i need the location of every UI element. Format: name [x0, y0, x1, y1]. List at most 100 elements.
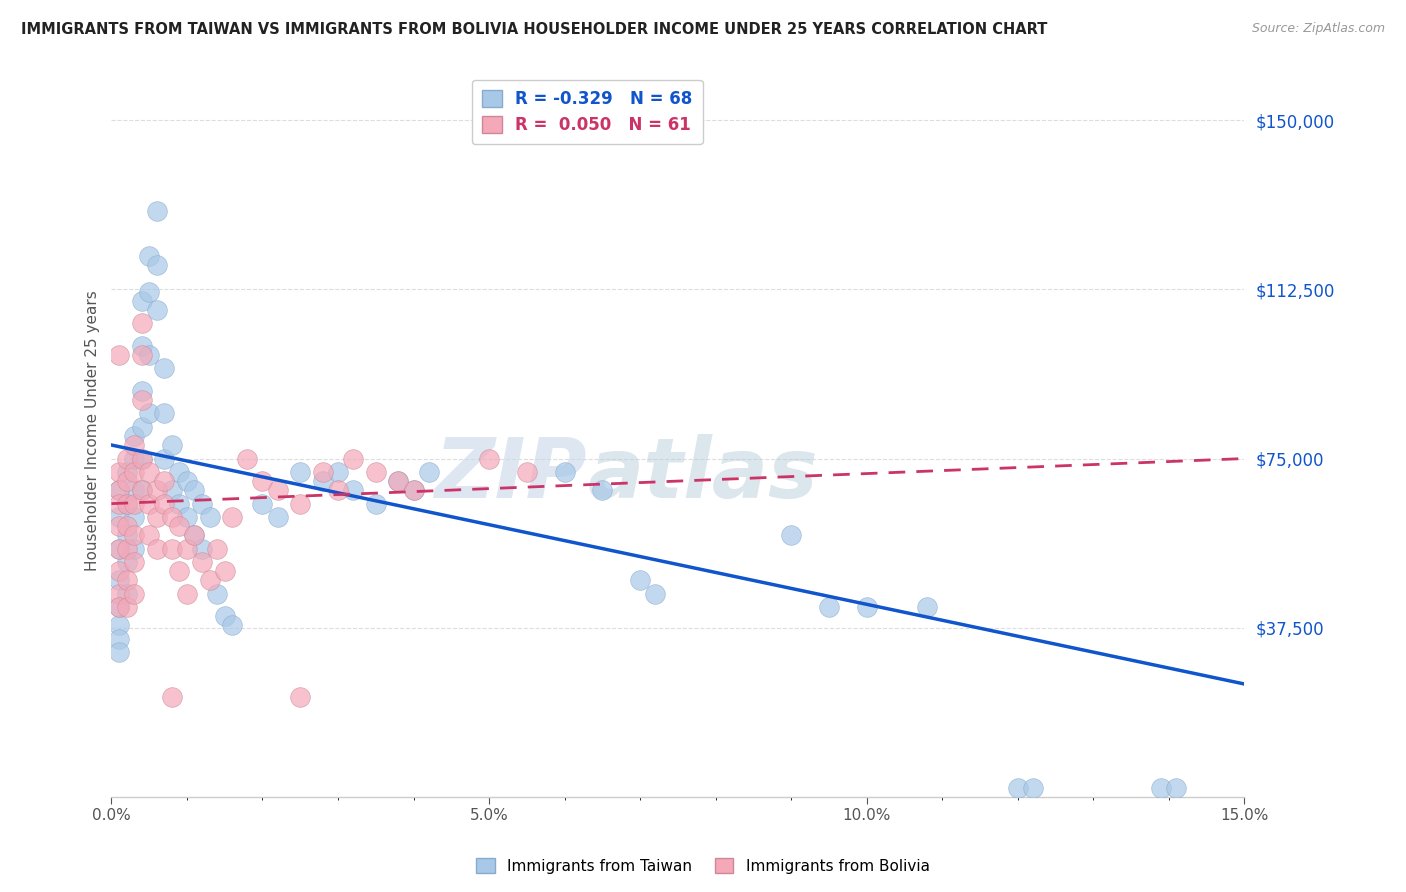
Point [591, 483, 613, 497]
Point [326, 483, 349, 497]
Point [214, 564, 236, 578]
Point [191, 541, 214, 556]
Point [108, 541, 131, 556]
Text: Source: ZipAtlas.com: Source: ZipAtlas.com [1251, 22, 1385, 36]
Text: IMMIGRANTS FROM TAIWAN VS IMMIGRANTS FROM BOLIVIA HOUSEHOLDER INCOME UNDER 25 YE: IMMIGRANTS FROM TAIWAN VS IMMIGRANTS FRO… [21, 22, 1047, 37]
Point [108, 618, 131, 632]
Point [183, 528, 205, 542]
Point [115, 497, 138, 511]
Point [145, 203, 167, 218]
Legend: R = -0.329   N = 68, R =  0.050   N = 61: R = -0.329 N = 68, R = 0.050 N = 61 [472, 79, 703, 145]
Point [138, 407, 160, 421]
Point [312, 465, 335, 479]
Point [252, 474, 274, 488]
Text: ZIP: ZIP [434, 434, 588, 515]
Point [138, 348, 160, 362]
Point [115, 555, 138, 569]
Point [115, 451, 138, 466]
Point [131, 384, 153, 398]
Point [176, 587, 198, 601]
Point [1007, 780, 1029, 795]
Point [115, 474, 138, 488]
Point [342, 451, 364, 466]
Point [364, 465, 387, 479]
Point [160, 690, 183, 705]
Point [108, 519, 131, 533]
Point [780, 528, 803, 542]
Point [290, 690, 312, 705]
Point [312, 474, 335, 488]
Point [122, 555, 145, 569]
Point [115, 541, 138, 556]
Point [108, 510, 131, 524]
Point [138, 465, 160, 479]
Point [131, 392, 153, 407]
Point [108, 645, 131, 659]
Point [183, 528, 205, 542]
Point [145, 483, 167, 497]
Point [108, 632, 131, 646]
Point [183, 483, 205, 497]
Point [191, 555, 214, 569]
Point [115, 519, 138, 533]
Point [402, 483, 425, 497]
Point [108, 497, 131, 511]
Point [138, 285, 160, 299]
Point [115, 465, 138, 479]
Point [252, 497, 274, 511]
Point [108, 483, 131, 497]
Point [108, 587, 131, 601]
Point [205, 587, 228, 601]
Point [205, 541, 228, 556]
Point [145, 258, 167, 272]
Point [1166, 780, 1188, 795]
Point [176, 510, 198, 524]
Point [122, 528, 145, 542]
Point [266, 510, 288, 524]
Point [418, 465, 440, 479]
Point [122, 497, 145, 511]
Point [326, 465, 349, 479]
Point [122, 483, 145, 497]
Point [115, 600, 138, 615]
Point [108, 465, 131, 479]
Point [342, 483, 364, 497]
Point [131, 451, 153, 466]
Point [266, 483, 288, 497]
Point [108, 564, 131, 578]
Point [138, 497, 160, 511]
Point [176, 474, 198, 488]
Point [108, 574, 131, 588]
Point [169, 519, 191, 533]
Point [644, 587, 666, 601]
Point [176, 541, 198, 556]
Point [153, 361, 176, 376]
Point [169, 564, 191, 578]
Point [160, 510, 183, 524]
Point [402, 483, 425, 497]
Point [160, 483, 183, 497]
Point [145, 510, 167, 524]
Point [221, 618, 243, 632]
Point [364, 497, 387, 511]
Point [236, 451, 259, 466]
Point [131, 316, 153, 330]
Y-axis label: Householder Income Under 25 years: Householder Income Under 25 years [86, 290, 100, 571]
Point [122, 587, 145, 601]
Point [131, 293, 153, 308]
Point [108, 600, 131, 615]
Point [387, 474, 409, 488]
Point [169, 465, 191, 479]
Point [221, 510, 243, 524]
Point [108, 483, 131, 497]
Point [131, 348, 153, 362]
Point [554, 465, 576, 479]
Point [108, 541, 131, 556]
Point [115, 528, 138, 542]
Point [478, 451, 501, 466]
Point [131, 451, 153, 466]
Point [1150, 780, 1173, 795]
Point [516, 465, 538, 479]
Point [153, 451, 176, 466]
Point [153, 474, 176, 488]
